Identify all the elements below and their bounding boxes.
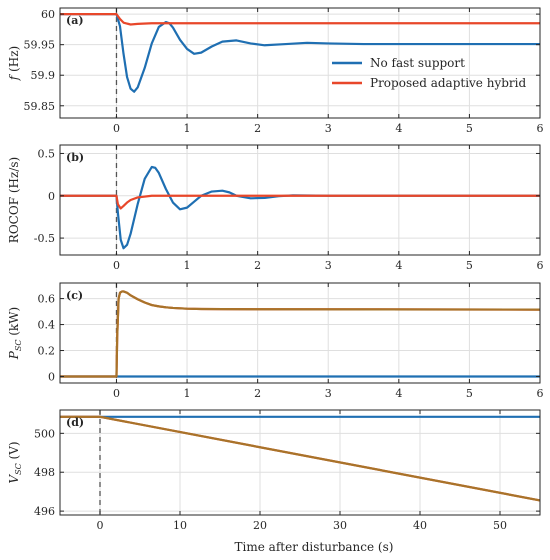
x-tick-label: 1	[184, 259, 191, 272]
y-tick-label: 60	[41, 8, 55, 21]
panel-label: (c)	[66, 289, 83, 302]
series-line	[60, 13, 540, 93]
chart-panel-2: 0 1 2 3 4 5 6 -0.5 0 0.5 (b) ROCOF (Hz/s)	[7, 144, 544, 272]
axes-frame	[59, 7, 541, 119]
chart-panel-1: 0 1 2 3 4 5 6 59.85 59.9 59.95 60 (a) f (Hz) No fast …	[7, 7, 544, 135]
y-tick-label: 496	[34, 505, 55, 518]
x-tick-label: 40	[413, 519, 427, 532]
x-tick-label: 3	[325, 122, 332, 135]
plot-area	[60, 410, 540, 515]
x-tick-label: 2	[254, 387, 261, 400]
x-tick-label: 0	[113, 259, 120, 272]
x-tick-label: 6	[537, 259, 544, 272]
y-tick-label: 0	[48, 190, 55, 203]
x-tick-label: 10	[173, 519, 187, 532]
x-tick-label: 5	[466, 122, 473, 135]
x-tick-label: 4	[395, 259, 402, 272]
y-tick-label: 59.95	[24, 39, 56, 52]
chart-panel-4: 0 10 20 30 40 50 496 498 500 (d) VSC (V)	[7, 409, 541, 532]
axes-frame	[59, 409, 541, 516]
legend-entry: Proposed adaptive hybrid	[370, 76, 526, 90]
x-tick-label: 1	[184, 122, 191, 135]
x-tick-label: 6	[537, 387, 544, 400]
x-tick-label: 1	[184, 387, 191, 400]
panel-label: (b)	[66, 151, 84, 164]
legend-entry: No fast support	[370, 56, 465, 70]
x-tick-label: 30	[333, 519, 347, 532]
y-tick-label: 0.2	[38, 345, 56, 358]
y-tick-label: 59.85	[24, 100, 56, 113]
plot-area	[60, 283, 540, 383]
series-line	[60, 415, 541, 502]
y-axis-label: PSC (kW)	[7, 307, 23, 360]
y-axis-label: f (Hz)	[7, 46, 21, 81]
y-tick-label: 500	[34, 427, 55, 440]
x-tick-label: 5	[466, 259, 473, 272]
series-line	[60, 13, 540, 26]
panel-label: (a)	[66, 14, 84, 27]
x-tick-label: 3	[325, 387, 332, 400]
y-tick-label: 59.9	[31, 69, 56, 82]
x-tick-label: 4	[395, 122, 402, 135]
axes-frame	[59, 144, 541, 256]
x-tick-label: 4	[395, 387, 402, 400]
x-tick-label: 2	[254, 259, 261, 272]
y-tick-label: 0.4	[38, 319, 56, 332]
chart-panel-3: 0 1 2 3 4 5 6 0 0.2 0.4 0.6 (c) PSC (kW)	[7, 282, 544, 400]
x-tick-label: 20	[253, 519, 267, 532]
y-tick-label: 0	[48, 371, 55, 384]
y-tick-label: -0.5	[34, 232, 55, 245]
y-tick-label: 0.6	[38, 293, 56, 306]
plot-area	[60, 8, 540, 118]
x-tick-label: 2	[254, 122, 261, 135]
plot-area	[60, 145, 540, 255]
x-tick-label: 50	[493, 519, 507, 532]
x-tick-label: 3	[325, 259, 332, 272]
y-tick-label: 498	[34, 466, 55, 479]
axes-frame	[59, 282, 541, 384]
x-tick-label: 0	[113, 122, 120, 135]
x-tick-label: 6	[537, 122, 544, 135]
legend: No fast support Proposed adaptive hybrid	[332, 56, 526, 90]
x-tick-label: 0	[113, 387, 120, 400]
y-axis-label: ROCOF (Hz/s)	[7, 157, 21, 243]
y-tick-label: 0.5	[38, 147, 56, 160]
x-tick-label: 0	[97, 519, 104, 532]
y-axis-label: VSC (V)	[7, 441, 23, 483]
panel-label: (d)	[66, 416, 84, 429]
series-line	[60, 290, 541, 378]
x-tick-label: 5	[466, 387, 473, 400]
series-line	[60, 165, 540, 250]
series-line	[60, 194, 540, 210]
x-axis-label: Time after disturbance (s)	[235, 540, 394, 554]
